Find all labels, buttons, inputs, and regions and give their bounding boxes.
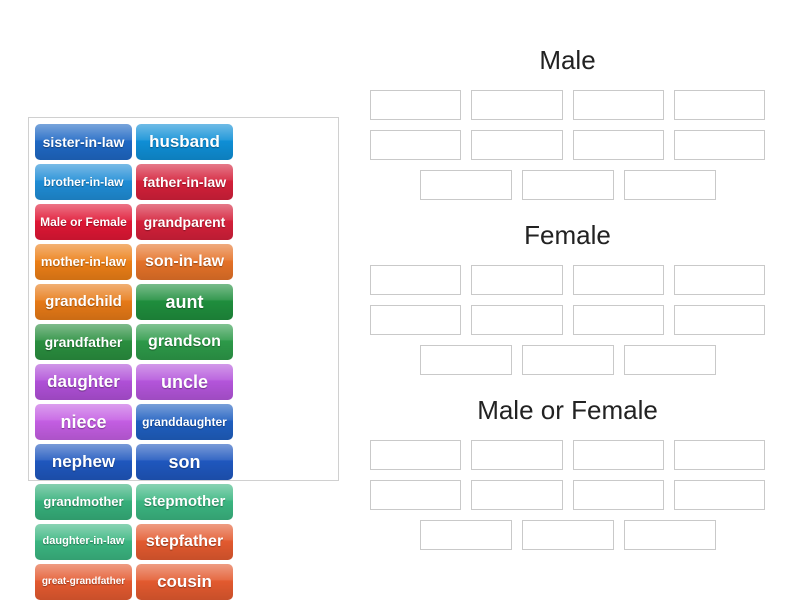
card-stepmother[interactable]: stepmother bbox=[136, 484, 233, 520]
drop-slot[interactable] bbox=[624, 170, 716, 200]
target-row bbox=[370, 345, 765, 375]
card-daughter[interactable]: daughter bbox=[35, 364, 132, 400]
card-grandchild[interactable]: grandchild bbox=[35, 284, 132, 320]
target-section-male-or-female: Male or Female bbox=[370, 395, 765, 560]
target-row bbox=[370, 480, 765, 510]
card-grandson[interactable]: grandson bbox=[136, 324, 233, 360]
drop-slot[interactable] bbox=[420, 520, 512, 550]
drop-slot[interactable] bbox=[573, 440, 664, 470]
card-daughter-in-law[interactable]: daughter-in-law bbox=[35, 524, 132, 560]
target-section-female: Female bbox=[370, 220, 765, 385]
drop-slot[interactable] bbox=[674, 440, 765, 470]
target-row bbox=[370, 520, 765, 550]
drop-slot[interactable] bbox=[624, 345, 716, 375]
target-row bbox=[370, 130, 765, 160]
drop-slot[interactable] bbox=[370, 440, 461, 470]
target-title: Male bbox=[370, 45, 765, 76]
card-grandparent[interactable]: grandparent bbox=[136, 204, 233, 240]
card-mother-in-law[interactable]: mother-in-law bbox=[35, 244, 132, 280]
card-grandfather[interactable]: grandfather bbox=[35, 324, 132, 360]
card-great-grandfather[interactable]: great-grandfather bbox=[35, 564, 132, 600]
card-niece[interactable]: niece bbox=[35, 404, 132, 440]
drop-slot[interactable] bbox=[420, 345, 512, 375]
drop-slot[interactable] bbox=[522, 170, 614, 200]
drop-slot[interactable] bbox=[370, 130, 461, 160]
drop-slot[interactable] bbox=[370, 90, 461, 120]
drop-slot[interactable] bbox=[573, 90, 664, 120]
card-father-in-law[interactable]: father-in-law bbox=[136, 164, 233, 200]
card-nephew[interactable]: nephew bbox=[35, 444, 132, 480]
target-title: Male or Female bbox=[370, 395, 765, 426]
target-row bbox=[370, 265, 765, 295]
card-son-in-law[interactable]: son-in-law bbox=[136, 244, 233, 280]
drop-slot[interactable] bbox=[573, 480, 664, 510]
card-granddaughter[interactable]: granddaughter bbox=[136, 404, 233, 440]
card-grandmother[interactable]: grandmother bbox=[35, 484, 132, 520]
drop-slot[interactable] bbox=[573, 265, 664, 295]
drop-slot[interactable] bbox=[471, 130, 562, 160]
card-sister-in-law[interactable]: sister-in-law bbox=[35, 124, 132, 160]
drop-slot[interactable] bbox=[624, 520, 716, 550]
drop-slot[interactable] bbox=[573, 130, 664, 160]
drop-slot[interactable] bbox=[370, 265, 461, 295]
drop-slot[interactable] bbox=[471, 480, 562, 510]
card-aunt[interactable]: aunt bbox=[136, 284, 233, 320]
card-cousin[interactable]: cousin bbox=[136, 564, 233, 600]
target-row bbox=[370, 305, 765, 335]
drop-slot[interactable] bbox=[370, 305, 461, 335]
drop-slot[interactable] bbox=[674, 265, 765, 295]
card-brother-in-law[interactable]: brother-in-law bbox=[35, 164, 132, 200]
target-row bbox=[370, 440, 765, 470]
drop-slot[interactable] bbox=[471, 305, 562, 335]
card-son[interactable]: son bbox=[136, 444, 233, 480]
drop-slot[interactable] bbox=[370, 480, 461, 510]
drop-slot[interactable] bbox=[471, 265, 562, 295]
target-row bbox=[370, 90, 765, 120]
card-pool: sister-in-lawhusbandbrother-in-lawfather… bbox=[28, 117, 339, 481]
target-title: Female bbox=[370, 220, 765, 251]
drop-slot[interactable] bbox=[674, 90, 765, 120]
drop-slot[interactable] bbox=[522, 345, 614, 375]
drop-slot[interactable] bbox=[573, 305, 664, 335]
drop-slot[interactable] bbox=[674, 480, 765, 510]
drop-slot[interactable] bbox=[522, 520, 614, 550]
drop-slot[interactable] bbox=[674, 305, 765, 335]
card-uncle[interactable]: uncle bbox=[136, 364, 233, 400]
card-male-or-female[interactable]: Male or Female bbox=[35, 204, 132, 240]
drop-slot[interactable] bbox=[471, 440, 562, 470]
drop-slot[interactable] bbox=[471, 90, 562, 120]
drop-slot[interactable] bbox=[420, 170, 512, 200]
target-section-male: Male bbox=[370, 45, 765, 210]
target-row bbox=[370, 170, 765, 200]
card-stepfather[interactable]: stepfather bbox=[136, 524, 233, 560]
drop-slot[interactable] bbox=[674, 130, 765, 160]
card-husband[interactable]: husband bbox=[136, 124, 233, 160]
